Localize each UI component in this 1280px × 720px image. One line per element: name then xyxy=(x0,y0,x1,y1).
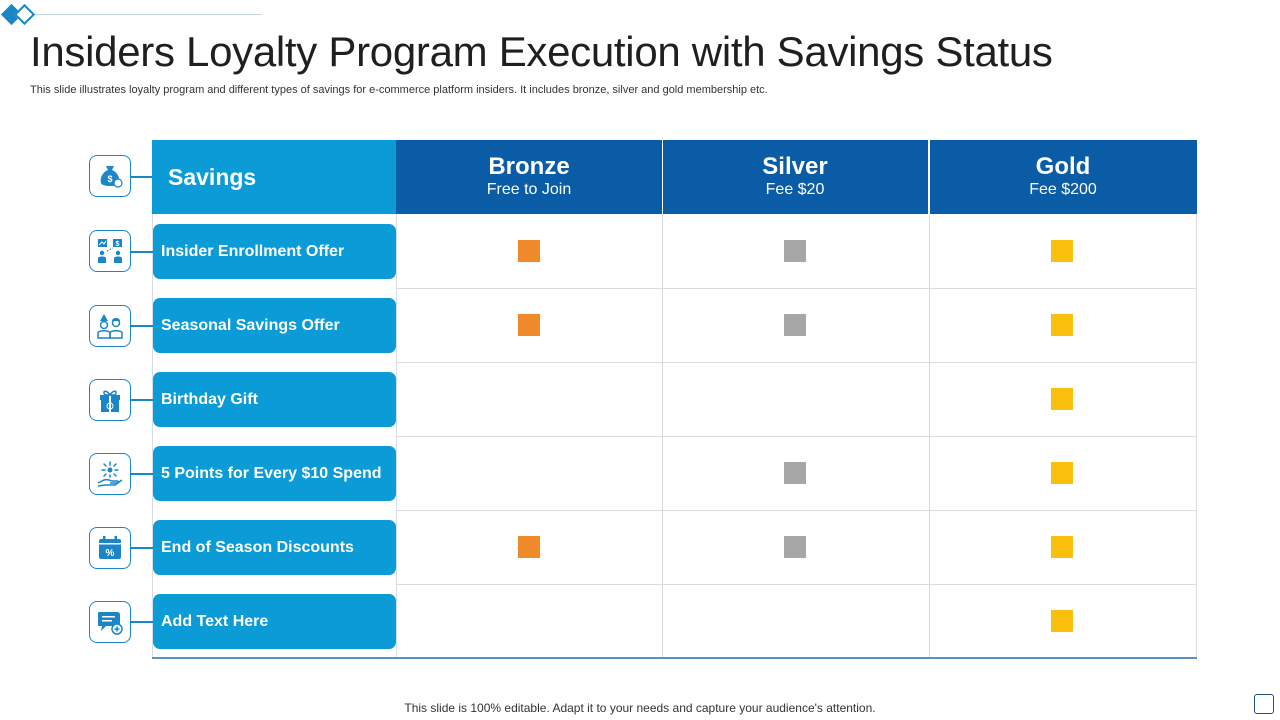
gold-marker xyxy=(1051,462,1073,484)
grid-row-line xyxy=(396,510,1197,511)
savings-header-label: Savings xyxy=(168,163,257,190)
hand-sparkle-icon xyxy=(89,453,131,495)
connector-line xyxy=(131,176,153,178)
row-label-insider-enrollment: Insider Enrollment Offer xyxy=(153,224,396,279)
chat-plus-icon xyxy=(89,601,131,643)
row-label-seasonal-savings: Seasonal Savings Offer xyxy=(153,298,396,353)
row-label-text: Add Text Here xyxy=(161,612,269,630)
bronze-marker xyxy=(518,240,540,262)
tier-name: Bronze xyxy=(488,153,570,180)
row-label-points-per-spend: 5 Points for Every $10 Spend xyxy=(153,446,396,501)
gold-marker xyxy=(1051,314,1073,336)
bronze-marker xyxy=(518,314,540,336)
grid-row-line xyxy=(396,288,1197,289)
connector-line xyxy=(131,251,153,253)
page-title: Insiders Loyalty Program Execution with … xyxy=(30,28,1053,75)
connector-line xyxy=(131,399,153,401)
grid-row-line xyxy=(396,362,1197,363)
gold-marker xyxy=(1051,610,1073,632)
tier-header-bronze: Bronze Free to Join xyxy=(396,140,662,214)
tier-name: Silver xyxy=(762,153,828,180)
silver-marker xyxy=(784,314,806,336)
row-label-add-text: Add Text Here xyxy=(153,594,396,649)
row-label-text: Seasonal Savings Offer xyxy=(161,316,340,334)
ornament-line xyxy=(30,14,262,15)
tier-fee: Fee $200 xyxy=(1029,181,1097,198)
connector-line xyxy=(131,325,153,327)
svg-text:%: % xyxy=(106,548,115,559)
header-divider xyxy=(662,140,663,214)
tier-name: Gold xyxy=(1035,153,1091,180)
silver-marker xyxy=(784,462,806,484)
bronze-marker xyxy=(518,536,540,558)
tier-fee: Fee $20 xyxy=(765,181,825,198)
silver-marker xyxy=(784,536,806,558)
title-ornament xyxy=(0,0,270,30)
connector-line xyxy=(131,473,153,475)
connector-line xyxy=(131,547,153,549)
row-label-text: End of Season Discounts xyxy=(161,538,354,556)
connector-line xyxy=(131,621,153,623)
silver-marker xyxy=(784,240,806,262)
grid-row-line xyxy=(396,584,1197,585)
row-label-end-of-season: End of Season Discounts xyxy=(153,520,396,575)
table-left-rule xyxy=(152,214,153,658)
people-icon xyxy=(89,305,131,347)
status-grid xyxy=(396,214,1197,658)
gold-marker xyxy=(1051,240,1073,262)
grid-row-line xyxy=(396,436,1197,437)
savings-header: Savings xyxy=(152,140,396,214)
row-label-text: Insider Enrollment Offer xyxy=(161,242,345,260)
row-label-birthday-gift: Birthday Gift xyxy=(153,372,396,427)
gold-marker xyxy=(1051,536,1073,558)
row-label-text: 5 Points for Every $10 Spend xyxy=(161,464,382,482)
tier-fee: Free to Join xyxy=(486,181,572,198)
row-label-text: Birthday Gift xyxy=(161,390,258,408)
gift-icon xyxy=(89,379,131,421)
fullscreen-icon[interactable] xyxy=(1254,694,1274,714)
page-subtitle: This slide illustrates loyalty program a… xyxy=(30,84,768,96)
diamond-outline-icon xyxy=(13,3,36,26)
money-bag-icon: $ xyxy=(89,155,131,197)
header-divider xyxy=(929,140,930,214)
footer-note: This slide is 100% editable. Adapt it to… xyxy=(404,701,876,715)
svg-text:$: $ xyxy=(116,241,120,248)
gold-marker xyxy=(1051,388,1073,410)
table-bottom-rule xyxy=(152,657,1197,659)
tier-header-gold: Gold Fee $200 xyxy=(929,140,1197,214)
tier-header-silver: Silver Fee $20 xyxy=(662,140,928,214)
network-users-icon: $ xyxy=(89,230,131,272)
svg-text:$: $ xyxy=(107,174,112,184)
calendar-percent-icon: % xyxy=(89,527,131,569)
